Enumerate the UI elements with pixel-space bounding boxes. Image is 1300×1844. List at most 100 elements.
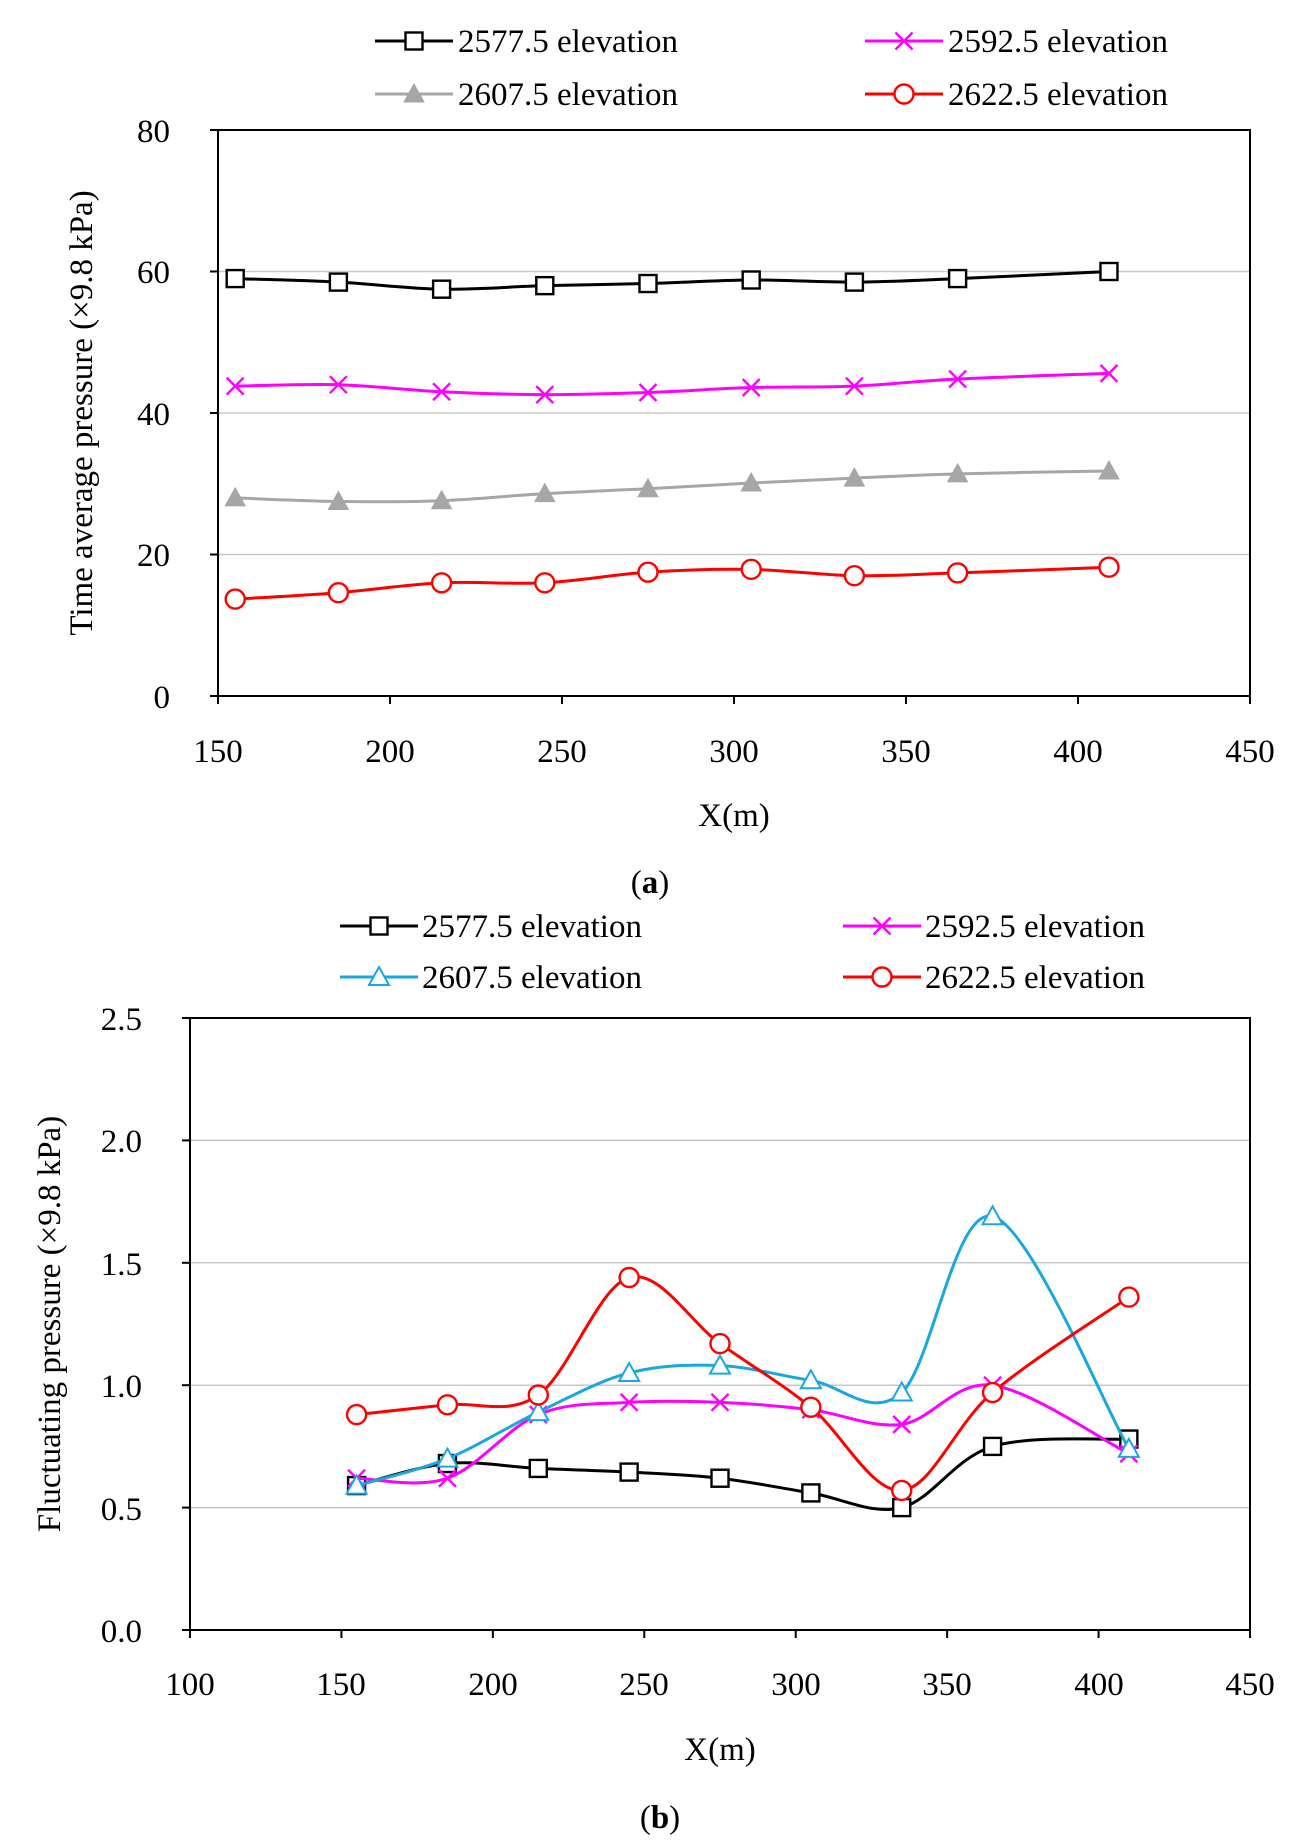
a-series-line-4	[235, 565, 1110, 601]
b-data-point	[619, 1392, 639, 1412]
a-legend-marker	[403, 82, 425, 103]
chart-b-legend-label-4: 2622.5 elevation	[925, 960, 1145, 996]
chart-b-legend-item-4: 2622.5 elevation	[843, 960, 1145, 996]
chart-a-xtick-label: 300	[709, 734, 759, 770]
a-data-point	[637, 477, 659, 498]
chart-b-xtick-label: 450	[1225, 1667, 1275, 1703]
chart-a-xtick-label: 400	[1053, 734, 1103, 770]
chart-b-series	[344, 1204, 1141, 1518]
b-series-1	[346, 1429, 1139, 1518]
b-data-point	[981, 1381, 1004, 1404]
a-legend-marker	[894, 31, 914, 51]
a-data-point	[845, 376, 864, 396]
chart-b-ytick-label: 0.0	[101, 1614, 142, 1650]
chart-a-ytick-label: 20	[137, 538, 170, 574]
chart-a-gridlines	[210, 129, 1251, 704]
a-data-point	[327, 582, 350, 604]
chart-b-legend: 2577.5 elevation 2592.5 elevation 2607.5…	[340, 909, 1145, 996]
chart-a-xtick-label: 250	[537, 734, 587, 770]
chart-b-ytick-label: 2.5	[101, 1002, 142, 1038]
chart-a-ytick-label: 0	[154, 680, 171, 716]
chart-a-ytick-label: 40	[137, 397, 170, 433]
a-legend-marker	[404, 31, 424, 51]
b-data-point	[526, 1400, 550, 1422]
b-legend-marker	[871, 966, 893, 988]
a-data-point	[225, 268, 245, 289]
b-data-point	[435, 1446, 460, 1468]
chart-b-legend-label-3: 2607.5 elevation	[422, 960, 642, 996]
chart-b-ytick-label: 1.5	[101, 1247, 142, 1283]
a-data-point	[225, 376, 245, 396]
chart-b-xtick-label: 350	[922, 1667, 972, 1703]
chart-b-gridlines	[182, 1017, 1251, 1638]
a-data-point	[1099, 364, 1119, 383]
b-data-point	[892, 1497, 912, 1518]
chart-b-xtick-label: 100	[165, 1667, 215, 1703]
a-data-point	[327, 490, 350, 510]
a-data-point	[430, 572, 453, 594]
b-data-point	[982, 1436, 1003, 1457]
a-data-point	[431, 279, 452, 299]
b-data-point	[436, 1394, 459, 1416]
chart-b-plot-frame	[189, 1017, 1251, 1631]
a-series-line-2	[235, 371, 1110, 397]
chart-a-caption: (a)	[631, 865, 670, 901]
chart-a-y-ticks: 0 20 40 60 80	[137, 114, 170, 716]
chart-a-y-axis-title: Time average pressure (×9.8 kPa)	[64, 190, 100, 635]
chart-a-xtick-label: 350	[881, 734, 931, 770]
a-series-1	[225, 261, 1119, 299]
chart-b-ytick-label: 0.5	[101, 1492, 142, 1528]
chart-b-legend-label-2: 2592.5 elevation	[925, 909, 1145, 945]
b-series-2	[347, 1375, 1139, 1488]
b-legend-marker	[369, 916, 389, 936]
chart-a-series	[224, 261, 1120, 610]
chart-a-legend-label-2: 2592.5 elevation	[948, 24, 1168, 60]
b-data-point	[708, 1353, 732, 1375]
a-data-point	[947, 268, 968, 289]
b-legend-marker	[367, 964, 391, 986]
chart-b-y-axis-title: Fluctuating pressure (×9.8 kPa)	[32, 1116, 68, 1532]
a-data-point	[843, 565, 866, 587]
chart-a-legend-item-4: 2622.5 elevation	[865, 77, 1168, 113]
b-series-line-2	[356, 1383, 1130, 1485]
b-series-line-4	[356, 1275, 1130, 1492]
chart-b-caption: (b)	[640, 1800, 680, 1836]
a-data-point	[638, 383, 658, 402]
a-data-point	[224, 588, 246, 610]
a-series-3	[224, 459, 1120, 510]
chart-a: 2577.5 elevation 2592.5 elevation 2607.5…	[64, 24, 1275, 901]
a-series-4	[224, 556, 1120, 610]
chart-a-xtick-label: 200	[365, 734, 415, 770]
chart-a-ytick-label: 60	[137, 255, 170, 291]
b-data-point	[710, 1468, 730, 1488]
a-data-point	[328, 272, 349, 292]
chart-a-legend: 2577.5 elevation 2592.5 elevation 2607.5…	[375, 24, 1168, 113]
a-data-point	[534, 572, 556, 594]
b-data-point	[618, 1266, 640, 1289]
a-data-point	[844, 272, 865, 292]
b-series-line-1	[356, 1437, 1129, 1512]
a-legend-marker	[893, 83, 915, 105]
b-data-point	[709, 1332, 731, 1355]
a-data-point	[740, 558, 762, 581]
chart-b-xtick-label: 250	[619, 1667, 669, 1703]
chart-a-plot-frame	[217, 129, 1251, 697]
a-data-point	[535, 275, 555, 296]
chart-a-xtick-label: 450	[1225, 734, 1275, 770]
b-data-point	[891, 1479, 913, 1502]
chart-b-ytick-label: 2.0	[101, 1124, 142, 1160]
a-data-point	[843, 467, 866, 487]
a-data-point	[224, 486, 247, 507]
b-data-point	[1117, 1436, 1141, 1458]
a-data-point	[535, 385, 555, 404]
b-data-point	[890, 1380, 914, 1402]
a-data-point	[741, 270, 761, 290]
chart-b-legend-item-3: 2607.5 elevation	[340, 960, 642, 996]
a-series-line-1	[235, 270, 1110, 291]
a-series-2	[225, 364, 1119, 404]
a-data-point	[637, 561, 659, 583]
a-data-point	[1098, 556, 1120, 578]
a-series-line-3	[235, 469, 1109, 504]
chart-b: 2577.5 elevation 2592.5 elevation 2607.5…	[32, 909, 1275, 1836]
b-data-point	[344, 1473, 369, 1495]
